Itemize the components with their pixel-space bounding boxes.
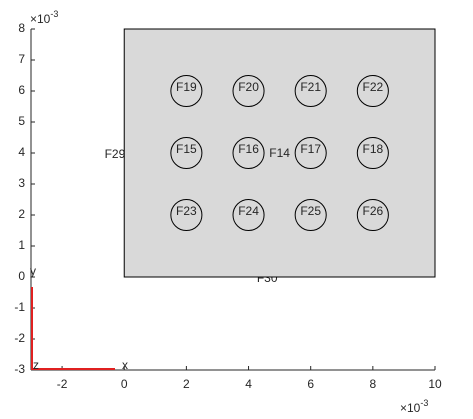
- face-label: F16: [238, 142, 259, 156]
- y-tick-label: 8: [18, 21, 25, 35]
- geometry-circle: [356, 198, 389, 232]
- geometry-circle: [356, 74, 389, 108]
- y-tick-label: -1: [14, 300, 25, 314]
- y-tick-label: 0: [18, 269, 25, 283]
- geometry-circle: [170, 74, 203, 108]
- geometry-circle: [294, 198, 327, 232]
- y-tick-label: -2: [14, 331, 25, 345]
- triad-label: z: [33, 358, 39, 372]
- y-tick-label: 6: [18, 83, 25, 97]
- face-label: F20: [238, 80, 259, 94]
- x-tick-label: 6: [307, 377, 314, 391]
- face-label: F17: [300, 142, 321, 156]
- y-exponent-power: -3: [50, 9, 58, 19]
- x-tick-label: 4: [245, 377, 252, 391]
- face-label: F26: [363, 204, 384, 218]
- y-tick-label: -3: [14, 362, 25, 376]
- face-label: F25: [300, 204, 321, 218]
- y-tick-label: 7: [18, 52, 25, 66]
- x-tick-label: 2: [183, 377, 190, 391]
- geometry-circle: [170, 198, 203, 232]
- y-tick-label: 4: [18, 145, 25, 159]
- geometry-circle: [232, 136, 265, 170]
- face-label: F15: [176, 142, 197, 156]
- face-label: F23: [176, 204, 197, 218]
- y-tick-label: 1: [18, 238, 25, 252]
- face-label: F18: [363, 142, 384, 156]
- face-label: F22: [363, 80, 384, 94]
- y-tick-label: 3: [18, 176, 25, 190]
- x-multiplier: ×10: [400, 401, 421, 415]
- x-exponent-power: -3: [420, 398, 428, 408]
- geometry-rect: [123, 28, 436, 278]
- x-tick-label: 10: [428, 377, 442, 391]
- geometry-circle: [356, 136, 389, 170]
- face-label: F24: [238, 204, 259, 218]
- x-exponent: ×10-3: [400, 398, 428, 415]
- triad-label: x: [122, 358, 128, 372]
- y-tick-label: 2: [18, 207, 25, 221]
- x-tick-label: 8: [370, 377, 377, 391]
- y-tick-label: 5: [18, 114, 25, 128]
- geometry-circle: [232, 74, 265, 108]
- geometry-circle: [294, 136, 327, 170]
- face-label: F19: [176, 80, 197, 94]
- face-label: F29: [105, 147, 126, 161]
- triad-label: y: [30, 264, 36, 278]
- geometry-circle: [232, 198, 265, 232]
- geometry-circle: [294, 74, 327, 108]
- face-label: F21: [300, 80, 321, 94]
- geometry-circle: [170, 136, 203, 170]
- y-exponent: ×10-3: [30, 9, 58, 26]
- face-label: F14: [269, 146, 290, 160]
- y-multiplier: ×10: [30, 12, 51, 26]
- x-tick-label: 0: [121, 377, 128, 391]
- x-tick-label: -2: [57, 377, 68, 391]
